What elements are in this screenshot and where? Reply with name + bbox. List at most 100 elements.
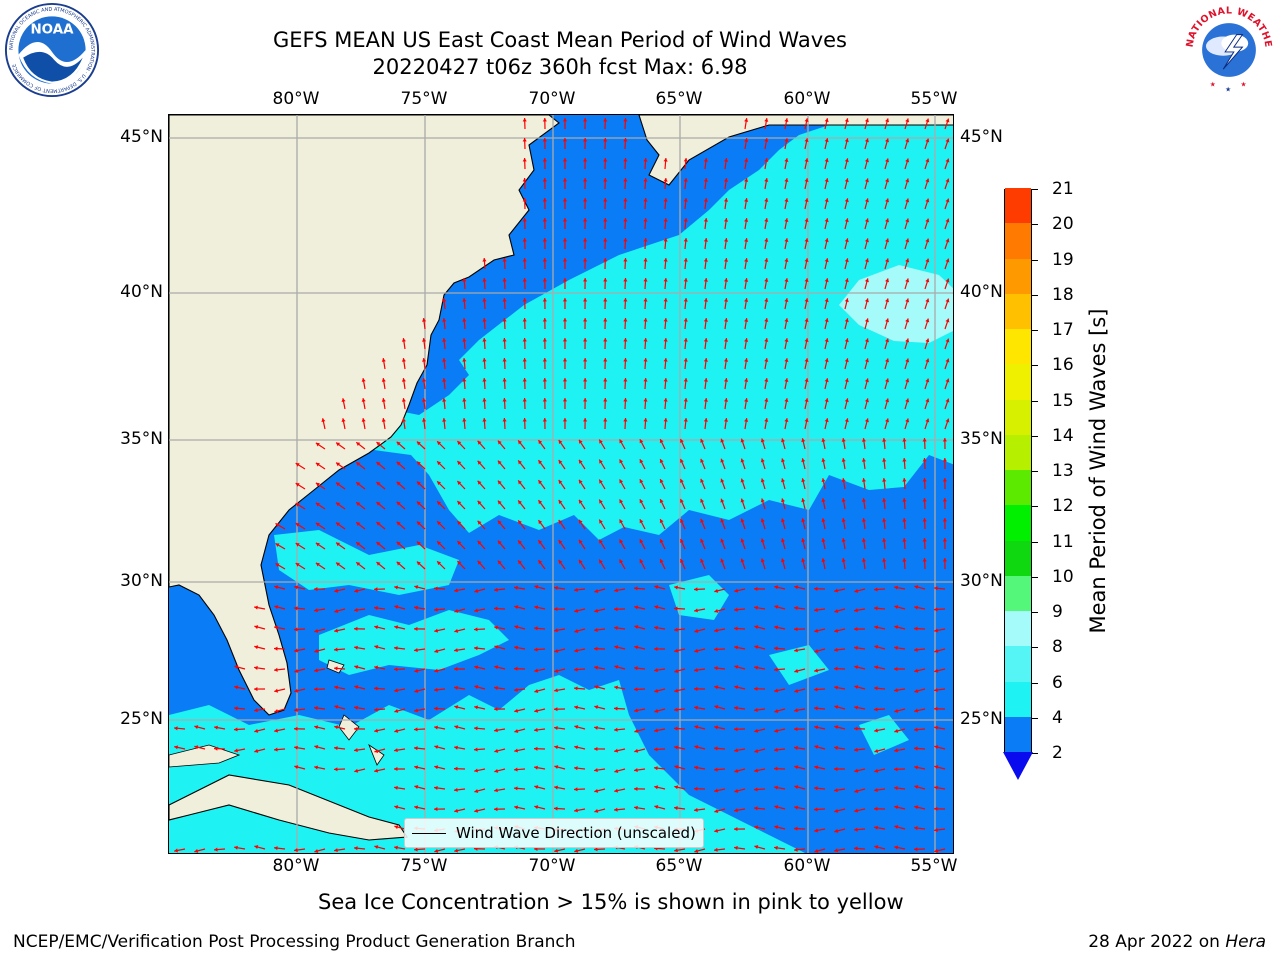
wind-wave-arrowhead (814, 828, 818, 833)
wind-wave-arrowhead (538, 440, 543, 445)
wind-wave-arrowhead (794, 627, 798, 632)
wind-wave-arrowhead (703, 258, 708, 262)
wind-wave-arrowhead (854, 588, 859, 593)
wind-wave-arrowhead (639, 439, 644, 444)
wind-wave-arrowhead (603, 198, 608, 202)
wind-wave-arrowhead (723, 318, 729, 322)
wind-wave-arrowhead (643, 378, 648, 382)
wind-wave-arrowhead (794, 585, 799, 590)
colorbar-tick-label: 2 (1052, 743, 1063, 763)
wind-wave-arrowhead (784, 198, 789, 202)
wind-wave-arrowhead (294, 745, 298, 750)
wind-wave-arrowhead (437, 461, 442, 466)
wind-wave-arrowhead (454, 608, 459, 613)
colorbar-tick-label: 9 (1052, 602, 1063, 622)
wind-wave-arrowhead (674, 765, 679, 770)
wind-wave-arrowhead (583, 178, 588, 182)
wind-wave-arrowhead (396, 521, 401, 526)
wind-wave-arrowhead (945, 338, 950, 343)
wind-wave-arrowhead (457, 561, 462, 565)
wind-wave-arrowhead (643, 338, 648, 342)
wind-wave-arrowhead (781, 458, 786, 463)
wave-period-4-6-south-islands (319, 610, 509, 675)
wind-wave-arrowhead (723, 398, 729, 402)
wind-wave-arrowhead (824, 238, 829, 243)
wind-wave-arrowhead (864, 198, 869, 203)
wind-wave-arrowhead (462, 378, 467, 382)
wind-wave-arrowhead (894, 708, 899, 713)
wind-wave-arrowhead (315, 482, 320, 487)
wind-wave-arrowhead (703, 338, 708, 342)
wind-wave-arrowhead (639, 519, 644, 524)
wind-wave-arrowhead (376, 442, 381, 446)
wind-wave-arrowhead (874, 686, 878, 691)
wind-wave-arrowhead (894, 625, 899, 630)
wind-wave-arrowhead (821, 558, 826, 562)
wind-wave-arrowhead (274, 708, 279, 713)
wind-wave-arrowhead (754, 768, 758, 773)
wind-wave-arrowhead (542, 198, 547, 202)
wind-wave-arrowhead (714, 608, 719, 613)
wind-wave-arrowhead (414, 727, 418, 732)
lat-label-right-30n: 30°N (960, 571, 1003, 591)
wind-wave-arrowhead (834, 808, 839, 813)
wind-wave-arrowhead (314, 725, 319, 730)
colorbar-tick-label: 20 (1052, 214, 1074, 235)
wind-wave-arrowhead (794, 688, 799, 693)
map-panel[interactable] (168, 114, 954, 854)
wind-wave-arrowhead (902, 498, 907, 502)
wind-wave-arrowhead (885, 118, 890, 123)
lon-label-top-80w: 80°W (272, 89, 320, 109)
wind-wave-arrowhead (542, 178, 547, 182)
colorbar-tick-mark (1032, 576, 1038, 578)
wind-wave-arrowhead (841, 498, 846, 502)
wind-wave-arrowhead (518, 500, 522, 505)
wind-wave-arrowhead (734, 626, 738, 631)
wind-wave-arrowhead (494, 807, 498, 812)
wind-wave-arrowhead (680, 518, 684, 523)
wind-wave-arrowhead (914, 727, 918, 732)
wind-wave-arrowhead (562, 298, 568, 302)
wind-wave-arrowhead (844, 178, 849, 183)
wind-wave-arrowhead (854, 846, 858, 851)
wind-wave-arrowhead (477, 540, 482, 545)
wind-wave-arrowhead (381, 418, 386, 422)
wind-wave-arrowhead (663, 258, 668, 262)
wind-wave-arrowhead (254, 645, 259, 650)
wind-wave-arrowhead (814, 807, 818, 812)
wind-wave-arrowhead (315, 442, 320, 447)
wind-wave-arrowhead (603, 118, 608, 122)
wind-wave-arrowhead (614, 607, 618, 612)
wind-wave-arrowhead (542, 338, 547, 342)
wind-wave-arrowhead (674, 707, 678, 712)
wind-wave-arrowhead (861, 438, 866, 442)
wind-wave-arrowhead (603, 238, 608, 242)
lat-label-left-40n: 40°N (120, 282, 163, 302)
wind-wave-arrowhead (538, 500, 543, 505)
wind-wave-arrowhead (639, 539, 644, 544)
wind-wave-arrowhead (434, 648, 439, 653)
wind-wave-arrowhead (634, 605, 639, 610)
wind-wave-arrowhead (562, 178, 568, 182)
wind-wave-arrowhead (477, 460, 482, 465)
wind-wave-arrowhead (781, 438, 786, 443)
wind-wave-arrowhead (714, 685, 719, 690)
wind-wave-arrowhead (334, 685, 338, 690)
wind-wave-arrowhead (864, 258, 869, 263)
wind-wave-arrowhead (554, 607, 558, 612)
chart-subtitle: 20220427 t06z 360h fcst Max: 6.98 (372, 55, 748, 79)
wind-wave-arrowhead (774, 688, 779, 693)
wind-wave-arrowhead (945, 218, 950, 223)
wind-wave-arrowhead (934, 668, 939, 673)
wind-wave-arrowhead (574, 587, 578, 592)
wind-wave-arrowhead (583, 338, 588, 342)
wind-wave-arrowhead (634, 728, 639, 733)
wind-wave-arrowhead (801, 478, 806, 483)
legend-label: Wind Wave Direction (unscaled) (456, 824, 696, 842)
wind-wave-arrowhead (574, 745, 579, 750)
wind-wave-arrowhead (674, 745, 678, 750)
wind-wave-arrowhead (534, 668, 538, 673)
wind-wave-arrowhead (442, 298, 447, 302)
wind-wave-arrowhead (562, 238, 568, 242)
wind-wave-arrowhead (683, 178, 688, 182)
